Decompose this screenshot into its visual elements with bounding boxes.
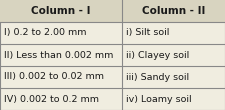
Text: i) Silt soil: i) Silt soil — [126, 28, 169, 38]
Text: iii) Sandy soil: iii) Sandy soil — [126, 72, 189, 82]
Text: IV) 0.002 to 0.2 mm: IV) 0.002 to 0.2 mm — [4, 94, 99, 104]
Text: iv) Loamy soil: iv) Loamy soil — [126, 94, 192, 104]
Text: I) 0.2 to 2.00 mm: I) 0.2 to 2.00 mm — [4, 28, 87, 38]
Text: Column - I: Column - I — [31, 6, 90, 16]
Text: III) 0.002 to 0.02 mm: III) 0.002 to 0.02 mm — [4, 72, 104, 82]
Bar — [122, 0, 225, 22]
Text: Column - II: Column - II — [142, 6, 205, 16]
Text: ii) Clayey soil: ii) Clayey soil — [126, 50, 189, 60]
Bar — [0, 0, 122, 22]
Text: II) Less than 0.002 mm: II) Less than 0.002 mm — [4, 50, 114, 60]
